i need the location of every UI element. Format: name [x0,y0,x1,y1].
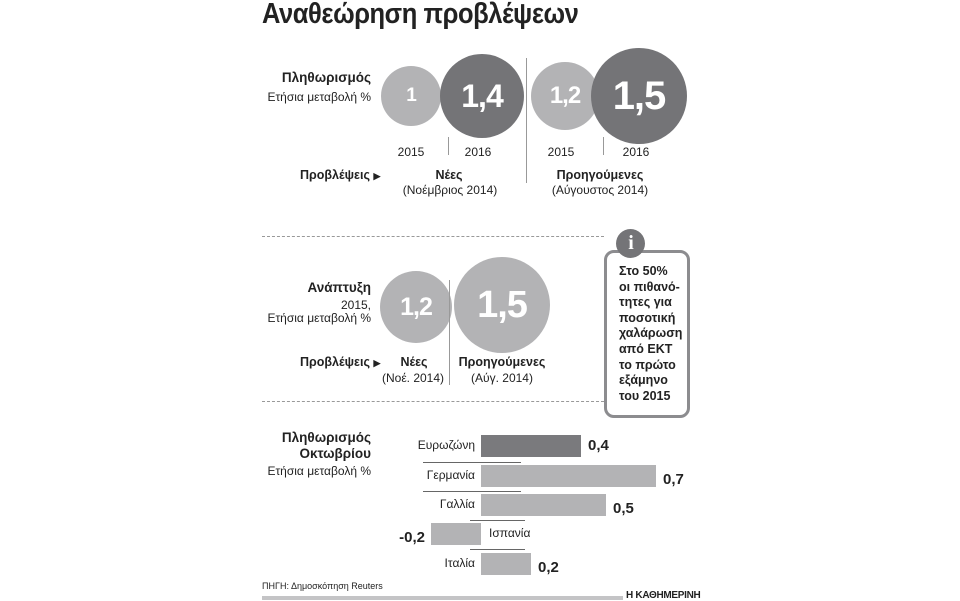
dashed-divider [262,236,604,237]
new-date: (Νοέμβριος 2014) [402,183,498,197]
forecasts-label: Προβλέψεις ▶ [300,355,381,369]
category-label: Ευρωζώνη [417,438,475,452]
info-text: από ΕΚΤ [619,341,673,356]
category-label: Γερμανία [426,468,475,482]
info-text: εξάμηνο [619,373,668,388]
inflation-subheading: Ετήσια μεταβολή % [267,90,371,104]
inflation-prev-2016-circle: 1,5 [591,48,687,144]
bar [481,465,656,487]
brand-logo: Η ΚΑΘΗΜΕΡΙΝΗ [626,590,701,601]
value-label: 0,2 [538,559,559,576]
growth-new-circle: 1,2 [380,271,452,343]
divider [449,280,450,385]
info-icon: i [616,229,645,258]
source-note: ΠΗΓΗ: Δημοσκόπηση Reuters [262,581,383,591]
inflation-prev-2015-circle: 1,2 [531,62,599,130]
divider [448,137,449,155]
row-separator [423,462,521,463]
info-text: ποσοτική [619,310,676,325]
previous-label: Προηγούμενες [458,355,546,369]
value-label: 0,4 [588,437,609,454]
value-label: 0,7 [663,471,684,488]
divider [526,58,527,183]
year-label: 2016 [622,145,650,159]
bar [481,435,581,457]
info-text: τητες για [619,295,672,310]
arrow-right-icon: ▶ [373,358,381,368]
arrow-right-icon: ▶ [373,171,381,181]
dashed-divider [262,401,604,402]
new-label: Νέες [400,355,428,369]
year-label: 2015 [547,145,575,159]
info-text: χαλάρωση [619,326,683,341]
previous-label: Προηγούμενες [556,168,644,182]
row-separator [423,491,521,492]
previous-date: (Αύγ. 2014) [471,371,533,385]
value-label: -0,2 [399,529,425,546]
inflation-heading: Πληθωρισμός [281,70,371,85]
new-date: (Νοέ. 2014) [381,371,445,385]
info-text: το πρώτο [619,357,676,372]
chart-title: Πληθωρισμός Οκτωβρίου [281,430,371,461]
divider [603,137,604,155]
row-separator [470,549,525,550]
chart-ylabel: Ετήσια μεταβολή % [267,464,371,478]
growth-sub2: Ετήσια μεταβολή % [267,311,371,325]
growth-previous-circle: 1,5 [454,257,550,353]
value-label: 0,5 [613,500,634,517]
bar [481,553,531,575]
info-box: Στο 50% οι πιθανό- τητες για ποσοτική χα… [604,250,690,418]
bar [431,523,481,545]
growth-heading: Ανάπτυξη [307,280,371,295]
inflation-new-2015-circle: 1 [381,66,441,126]
row-separator [470,520,525,521]
info-text: Στο 50% [619,264,668,278]
growth-sub1: 2015, [340,298,371,312]
info-text: οι πιθανό- [619,279,680,294]
previous-date: (Αύγουστος 2014) [551,183,649,197]
category-label: Γαλλία [439,497,475,511]
info-text: του 2015 [619,388,671,403]
page-title: Αναθεώρηση προβλέψεων [262,0,579,30]
bar [481,494,606,516]
new-label: Νέες [435,168,463,182]
forecasts-label: Προβλέψεις ▶ [300,168,381,182]
inflation-new-2016-circle: 1,4 [440,54,524,138]
year-label: 2016 [464,145,492,159]
category-label: Ιταλία [444,556,475,570]
footer-rule [262,596,623,600]
year-label: 2015 [397,145,425,159]
category-label: Ισπανία [489,526,531,540]
